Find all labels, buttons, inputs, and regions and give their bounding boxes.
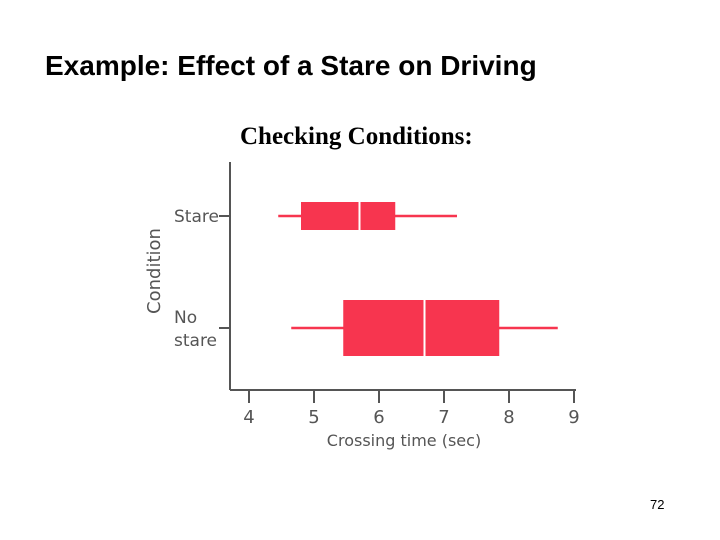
x-axis-ticks: 4 5 6 7 8 9 — [243, 390, 580, 428]
x-tick-label: 6 — [373, 407, 384, 428]
x-tick-label: 4 — [243, 407, 254, 428]
box-group-1 — [278, 202, 457, 230]
y-category-label: stare — [174, 331, 217, 351]
x-tick-label: 5 — [308, 407, 319, 428]
y-category-label: No — [174, 308, 197, 328]
x-tick-label: 7 — [438, 407, 449, 428]
box-iqr — [343, 300, 500, 356]
x-tick-label: 9 — [568, 407, 579, 428]
x-tick-label: 8 — [503, 407, 514, 428]
y-category-label: Stare — [174, 207, 219, 227]
plot-area — [278, 202, 558, 356]
x-axis-label: Crossing time (sec) — [327, 431, 481, 450]
box-iqr — [301, 202, 396, 230]
chart-title: Checking Conditions: — [240, 123, 473, 150]
box-group-2 — [291, 300, 558, 356]
y-axis-ticks: Stare No stare — [174, 207, 231, 351]
page-number: 72 — [650, 497, 665, 512]
slide-title: Example: Effect of a Stare on Driving — [45, 50, 537, 81]
y-axis-label: Condition — [144, 228, 165, 314]
